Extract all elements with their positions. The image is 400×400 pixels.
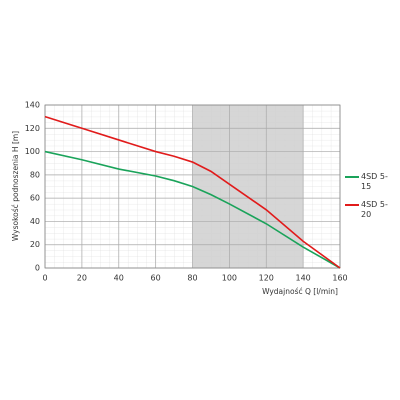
y-tick-label: 80 — [30, 170, 40, 179]
x-tick-label: 20 — [77, 274, 87, 283]
y-tick-label: 100 — [25, 147, 40, 156]
y-tick-label: 60 — [30, 194, 40, 203]
x-tick-label: 0 — [42, 274, 47, 283]
legend-swatch — [345, 176, 359, 178]
series-line — [44, 150, 341, 269]
legend-label: 4SD 5-15 — [361, 172, 388, 191]
y-tick-label: 0 — [35, 264, 40, 273]
x-tick-label: 160 — [332, 274, 347, 283]
legend-swatch — [345, 204, 359, 206]
plot-border — [44, 104, 341, 269]
x-tick-label: 80 — [187, 274, 197, 283]
x-tick-label: 60 — [151, 274, 161, 283]
x-tick-label: 120 — [259, 274, 274, 283]
y-tick-label: 140 — [25, 101, 40, 110]
x-tick-label: 140 — [295, 274, 310, 283]
y-axis-label: Wysokość podnoszenia H [m] — [11, 131, 20, 241]
highlight-region — [192, 105, 304, 268]
y-tick-label: 120 — [25, 124, 40, 133]
legend-label: 4SD 5-20 — [361, 200, 388, 219]
y-tick-label: 40 — [30, 217, 40, 226]
y-tick-label: 20 — [30, 240, 40, 249]
x-axis-label: Wydajność Q [l/min] — [262, 287, 338, 296]
x-tick-label: 40 — [114, 274, 124, 283]
series-line — [44, 115, 341, 269]
x-tick-label: 100 — [222, 274, 237, 283]
